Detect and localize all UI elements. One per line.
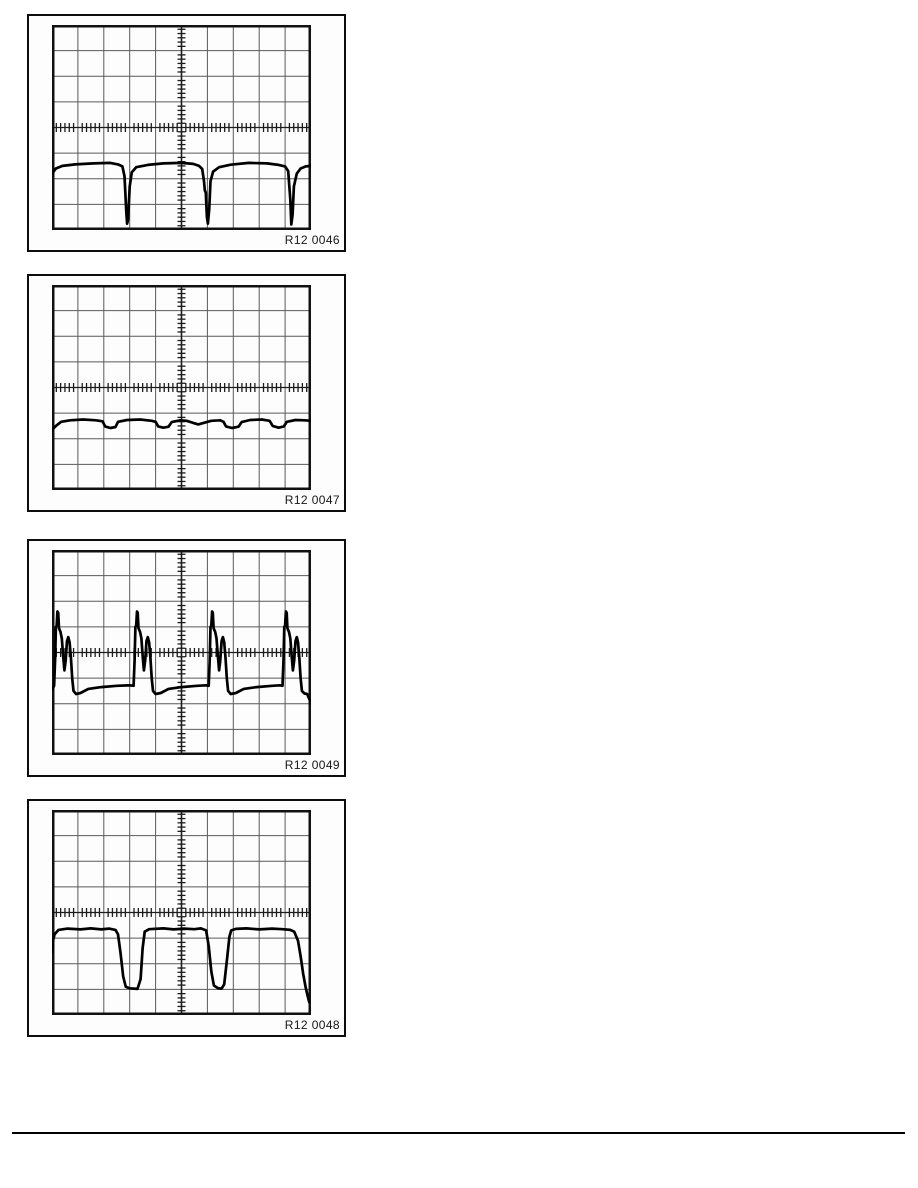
scope-graticule [52, 285, 311, 490]
scope-graticule [52, 810, 311, 1015]
waveform-trace [52, 418, 311, 432]
scope-graticule [52, 25, 311, 230]
waveform-trace [52, 161, 311, 226]
oscilloscope-figure-r12-0046: R12 0046 [27, 14, 346, 252]
oscilloscope-figure-r12-0047: R12 0047 [27, 274, 346, 512]
figure-label: R12 0049 [284, 758, 340, 772]
scope-screen [52, 550, 311, 755]
footer-rule [12, 1132, 905, 1134]
scope-screen [52, 285, 311, 490]
waveform-trace [52, 610, 311, 706]
oscilloscope-figure-r12-0048: R12 0048 [27, 799, 346, 1037]
figure-label: R12 0046 [284, 233, 340, 247]
scope-graticule [52, 550, 311, 755]
oscilloscope-figure-r12-0049: R12 0049 [27, 539, 346, 777]
waveform-trace [52, 927, 311, 1004]
figure-label: R12 0048 [284, 1018, 340, 1032]
scope-screen [52, 25, 311, 230]
scope-screen [52, 810, 311, 1015]
figure-label: R12 0047 [284, 493, 340, 507]
